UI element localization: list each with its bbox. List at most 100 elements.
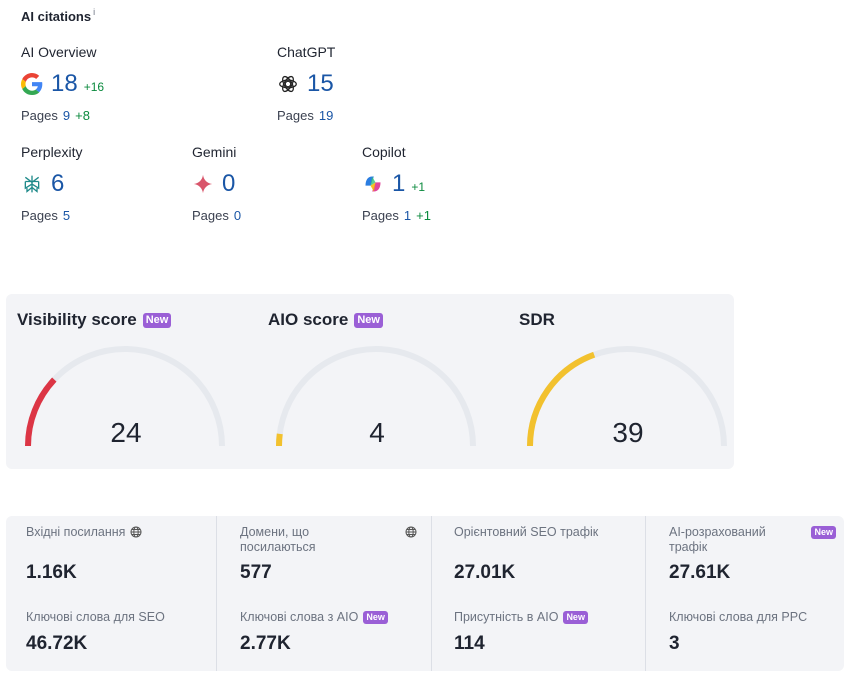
metric-ai-traffic[interactable]: AI-розрахований трафік New 27.61K [669,525,836,583]
sdr-gauge [527,346,727,447]
pages-delta: +8 [75,108,90,123]
citation-gemini[interactable]: Gemini 0 Pages 0 [192,143,246,224]
metric-label: Орієнтовний SEO трафік [454,525,635,540]
metric-value[interactable]: 27.01K [454,562,516,583]
pages-count[interactable]: 9 [62,108,71,123]
gauge-fill [527,351,596,447]
citation-chatgpt[interactable]: ChatGPT 15 Pages 19 [277,43,340,124]
score-value: 24 [110,417,142,448]
score-panel: Visibility score New 24 AIO score New 4 … [6,294,734,469]
metric-label: AI-розрахований трафік New [669,525,836,555]
score-title: AIO score New [268,310,383,330]
citation-pages: Pages 19 [277,108,340,124]
citation-pages: Pages 9 +8 [21,108,104,124]
citation-count[interactable]: 1 [392,170,406,197]
metric-label: Ключові слова з AIO New [240,610,421,625]
score-title-text: AIO score [268,310,349,329]
citation-name: AI Overview [21,44,97,60]
metric-seo-keywords[interactable]: Ключові слова для SEO 46.72K [26,610,206,654]
metrics-column: AI-розрахований трафік New 27.61K Ключов… [649,516,844,671]
new-badge: New [563,611,588,624]
sdr-score-card[interactable]: SDR 39 [508,294,758,469]
pages-label: Pages [362,208,399,223]
metric-label-text: Домени, що посилаються [240,525,316,554]
citation-copilot[interactable]: Copilot 1 +1 Pages 1 +1 [362,143,431,224]
metrics-column: Вхідні посилання 1.16K Ключові слова для… [6,516,216,671]
score-title: Visibility score New [17,310,172,330]
aio-gauge [275,346,476,447]
metric-backlinks[interactable]: Вхідні посилання 1.16K [26,525,206,583]
gauge-fill [25,377,57,447]
gemini-icon [192,173,214,195]
new-badge: New [363,611,388,624]
pages-count[interactable]: 1 [403,208,412,223]
new-badge: New [354,312,383,328]
score-title-text: Visibility score [17,310,137,329]
metric-value[interactable]: 577 [240,562,272,583]
metric-value[interactable]: 27.61K [669,562,731,583]
metric-label: Вхідні посилання [26,525,206,542]
citation-count[interactable]: 0 [222,170,236,197]
score-value: 39 [612,417,644,448]
column-divider [216,516,217,671]
pages-label: Pages [192,208,229,223]
metric-label-text: Вхідні посилання [26,525,126,539]
metric-label-text: Ключові слова з AIO [240,610,359,624]
citation-delta: +1 [411,180,426,194]
citation-name: ChatGPT [277,44,336,60]
pages-count[interactable]: 19 [318,108,334,123]
new-badge: New [142,312,172,328]
info-icon[interactable]: i [93,7,96,17]
metric-label: Ключові слова для SEO [26,610,206,625]
pages-label: Pages [21,208,58,223]
metric-aio-presence[interactable]: Присутність в AIO New 114 [454,610,635,654]
citation-perplexity[interactable]: Perplexity 6 Pages 5 [21,143,82,224]
citation-name: Copilot [362,144,406,160]
ai-citations-title: AI citations i [21,7,96,24]
ai-citations-title-text: AI citations [21,9,92,24]
citation-count[interactable]: 15 [307,70,334,97]
metric-aio-keywords[interactable]: Ключові слова з AIO New 2.77K [240,610,421,654]
metric-ppc-keywords[interactable]: Ключові слова для PPC 3 [669,610,834,654]
metric-label: Присутність в AIO New [454,610,635,625]
metric-referring-domains[interactable]: Домени, що посилаються 577 [240,525,417,583]
metric-label: Ключові слова для PPC [669,610,834,625]
perplexity-icon [21,173,43,195]
visibility-gauge [25,346,225,447]
pages-count[interactable]: 0 [233,208,242,223]
citation-delta: +16 [83,80,105,94]
column-divider [645,516,646,671]
citation-pages: Pages 5 [21,208,82,224]
metric-label-text: Ключові слова для PPC [669,610,808,624]
copilot-icon [362,173,384,195]
globe-icon [405,526,417,542]
metric-value[interactable]: 114 [454,633,485,654]
score-title-text: SDR [519,310,555,329]
metric-seo-traffic[interactable]: Орієнтовний SEO трафік 27.01K [454,525,635,583]
citation-name: Perplexity [21,144,83,160]
pages-delta: +1 [416,208,431,223]
metric-label-text: Орієнтовний SEO трафік [454,525,599,539]
metric-value[interactable]: 2.77K [240,633,291,654]
metric-label-text: AI-розрахований трафік [669,525,766,554]
citation-count[interactable]: 6 [51,170,65,197]
citation-count[interactable]: 18 [51,70,78,97]
aio-score-card[interactable]: AIO score New 4 [257,294,507,469]
pages-count[interactable]: 5 [62,208,71,223]
gauge-fill [275,433,283,447]
metrics-column: Домени, що посилаються 577 Ключові слова… [220,516,431,671]
visibility-score-card[interactable]: Visibility score New 24 [6,294,256,469]
metric-value[interactable]: 3 [669,633,680,654]
citation-pages: Pages 0 [192,208,246,224]
chatgpt-icon [277,73,299,95]
column-divider [431,516,432,671]
citation-ai-overview[interactable]: AI Overview 18 +16 Pages 9 +8 [21,43,104,124]
globe-icon [130,526,142,542]
metric-value[interactable]: 46.72K [26,633,88,654]
pages-label: Pages [277,108,314,123]
score-title: SDR [519,310,555,330]
metric-value[interactable]: 1.16K [26,562,77,583]
citation-name: Gemini [192,144,237,160]
gauge-track [276,346,476,447]
google-icon [21,73,43,95]
